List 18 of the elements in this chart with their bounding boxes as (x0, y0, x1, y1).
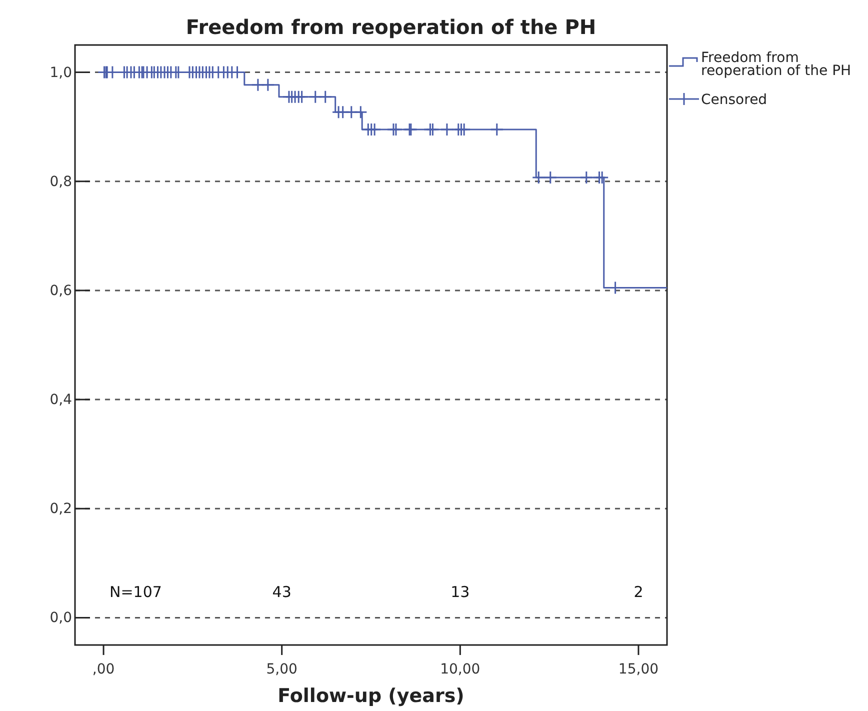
y-tick-label: 0,4 (50, 392, 72, 408)
annotation: 13 (450, 583, 470, 601)
y-tick-label: 0,2 (50, 501, 72, 518)
x-tick-label: 10,00 (440, 661, 480, 678)
legend-label: Freedom from reoperation of the PH (701, 50, 852, 79)
x-axis-title: Follow-up (years) (278, 685, 464, 707)
y-tick-label: 0,8 (50, 174, 72, 190)
x-tick-label: 15,00 (618, 661, 659, 678)
y-tick-label: 0,6 (50, 282, 72, 299)
annotation: 2 (634, 583, 644, 601)
x-tick-label: ,00 (92, 661, 115, 678)
chart-title: Freedom from reoperation of the PH (186, 15, 596, 39)
y-tick-label: 1,0 (50, 64, 72, 81)
legend-label: Censored (701, 92, 768, 108)
x-tick-label: 5,00 (266, 661, 298, 678)
annotation: N=107 (110, 583, 162, 601)
annotation: 43 (272, 583, 292, 601)
y-tick-label: 0,0 (50, 610, 72, 626)
